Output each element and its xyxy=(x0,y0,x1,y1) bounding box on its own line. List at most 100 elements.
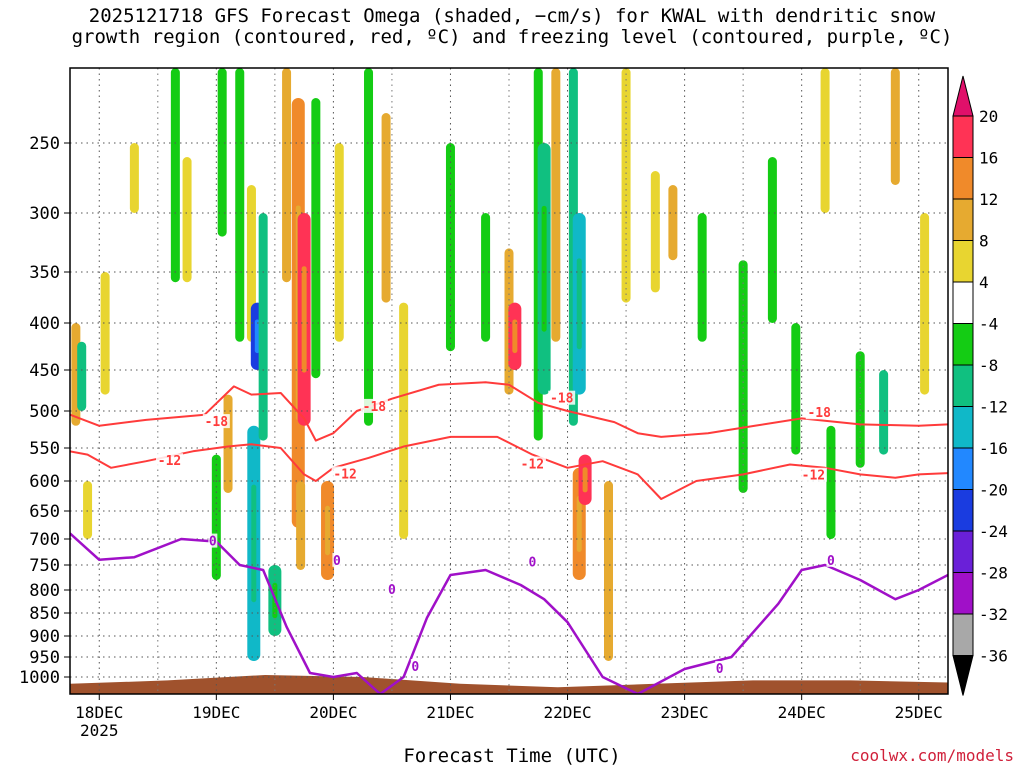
x-tick-label: 20DEC xyxy=(309,703,357,722)
omega-cell xyxy=(481,213,491,342)
contour-isotherm xyxy=(70,435,948,500)
x-tick-label: 18DEC xyxy=(75,703,123,722)
contour-label-bg xyxy=(202,414,230,429)
omega-cell xyxy=(311,98,321,379)
colorbar-label: -20 xyxy=(979,481,1008,500)
y-tick-label: 700 xyxy=(29,530,60,550)
colorbar-band xyxy=(952,198,974,241)
contour-label-bg xyxy=(518,456,546,471)
contour-label-bg xyxy=(331,466,359,481)
x-tick-label: 24DEC xyxy=(778,703,826,722)
colorbar-band xyxy=(952,323,974,366)
colorbar-band xyxy=(952,447,974,490)
omega-cell xyxy=(334,143,344,342)
x-tick-label: 21DEC xyxy=(426,703,474,722)
omega-cell-core xyxy=(512,319,518,354)
x-axis-title: Forecast Time (UTC) xyxy=(403,745,621,767)
contour-label: -12 xyxy=(521,458,544,473)
colorbar-label: -8 xyxy=(979,356,998,375)
omega-cell-core xyxy=(301,266,307,373)
colorbar-band xyxy=(952,364,974,407)
colorbar-label: 4 xyxy=(979,273,989,292)
contour-label: 0 xyxy=(209,535,217,550)
y-tick-label: 500 xyxy=(29,402,60,422)
contour-label-bg xyxy=(799,467,827,482)
omega-cell xyxy=(296,481,306,570)
contour-label-bg xyxy=(387,582,397,596)
omega-cell xyxy=(650,171,660,293)
colorbar-band xyxy=(952,157,974,200)
y-tick-label: 600 xyxy=(29,472,60,492)
omega-cell xyxy=(211,454,221,580)
x-tick-label: 22DEC xyxy=(543,703,591,722)
contour-label-bg xyxy=(332,552,342,567)
omega-cell xyxy=(826,425,836,539)
contour-label: 0 xyxy=(411,660,419,675)
omega-cell xyxy=(820,68,830,213)
contour-label: -12 xyxy=(333,467,356,482)
contour-label-bg xyxy=(208,533,218,548)
omega-cell xyxy=(791,323,801,455)
x-tick-label: 25DEC xyxy=(895,703,943,722)
omega-cell xyxy=(364,68,374,426)
contour-label: -18 xyxy=(363,400,387,415)
omega-cell xyxy=(668,185,678,261)
y-tick-label: 400 xyxy=(29,314,60,334)
colorbar-label: 20 xyxy=(979,107,998,126)
omega-cell xyxy=(445,143,455,352)
source-credit: coolwx.com/models xyxy=(850,746,1014,765)
omega-cell xyxy=(697,213,707,342)
omega-cell xyxy=(129,143,139,213)
y-tick-label: 900 xyxy=(29,627,60,647)
omega-cell xyxy=(399,302,409,539)
contour-isotherm xyxy=(70,381,948,442)
omega-cell xyxy=(235,68,245,342)
contour-label-bg xyxy=(826,552,836,567)
x-tick-label: 19DEC xyxy=(192,703,240,722)
grid-layer xyxy=(70,68,948,694)
omega-cell xyxy=(767,157,777,323)
y-tick-label: 800 xyxy=(29,581,60,601)
omega-cell xyxy=(604,481,614,661)
colorbar-label: -24 xyxy=(979,522,1008,541)
omega-cell xyxy=(879,370,889,455)
contour-label-bg xyxy=(805,405,833,420)
contour-label: -18 xyxy=(807,406,831,421)
omega-cell xyxy=(258,213,268,441)
terrain-layer xyxy=(70,675,948,694)
colorbar-label: 8 xyxy=(979,232,989,251)
y-tick-label: 300 xyxy=(29,204,60,224)
colorbar: 20 16 12 8 4 -4 -8 -12 -16 -20 -24 -28 -32 -36 xyxy=(952,75,1008,696)
y-tick-label: 950 xyxy=(29,648,60,668)
omega-cell-core xyxy=(541,205,547,332)
x-tick-label: 23DEC xyxy=(661,703,709,722)
colorbar-label: -16 xyxy=(979,439,1008,458)
omega-cell xyxy=(890,68,900,185)
omega-cell-core xyxy=(582,467,588,493)
y-tick-label: 250 xyxy=(29,134,60,154)
omega-cell xyxy=(282,68,292,283)
contour-label: -18 xyxy=(205,415,229,430)
omega-cell xyxy=(83,481,93,539)
colorbar-label: -28 xyxy=(979,564,1008,583)
contour-label: 0 xyxy=(388,583,396,598)
omega-cell xyxy=(223,394,233,493)
omega-cell xyxy=(621,68,631,303)
omega-cell xyxy=(246,185,256,342)
colorbar-band xyxy=(952,406,974,449)
omega-cell-core xyxy=(325,505,331,556)
contour-label-bg xyxy=(548,390,576,405)
contour-label: 0 xyxy=(716,662,724,677)
y-tick-label: 750 xyxy=(29,556,60,576)
axis-layer: 250 300 350 400 450 500 550 600 650 700 750 800 850 9… xyxy=(19,67,949,740)
omega-cell xyxy=(920,213,930,395)
omega-cell-core xyxy=(576,495,582,552)
contour-label-bg xyxy=(715,661,725,675)
colorbar-label: -32 xyxy=(979,605,1008,624)
contour-label: 0 xyxy=(528,555,536,570)
chart-title-line-1: 2025121718 GFS Forecast Omega (shaded, −… xyxy=(88,5,936,27)
plot-frame xyxy=(69,67,949,695)
terrain-fill xyxy=(70,675,948,694)
omega-cell xyxy=(551,68,561,342)
